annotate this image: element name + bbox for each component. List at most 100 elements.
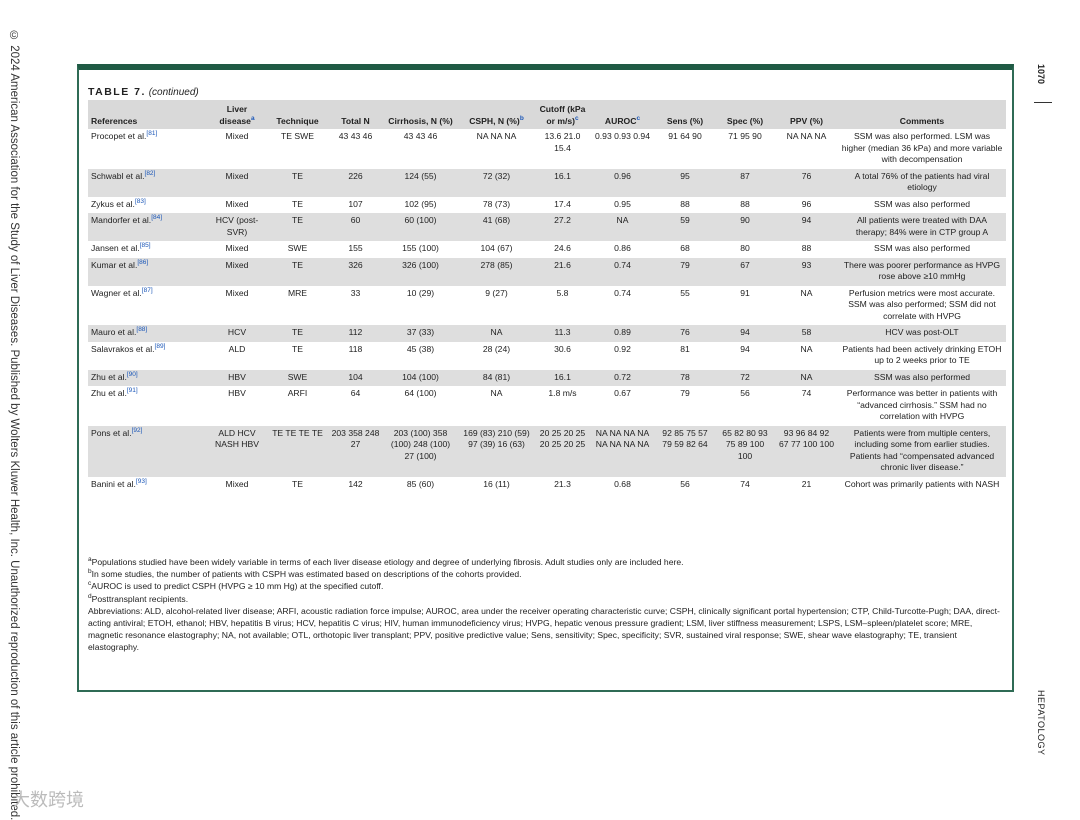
table-cell: TE xyxy=(267,325,328,342)
footnote-mark: b xyxy=(519,114,524,122)
citation: [91] xyxy=(126,387,138,395)
reference-name: Jansen et al. xyxy=(91,243,140,253)
footnote: dPosttransplant recipients. xyxy=(88,593,1006,605)
table-cell: ALD xyxy=(207,342,267,370)
cell-text: 104 (67) xyxy=(480,243,513,253)
column-header: Cirrhosis, N (%) xyxy=(383,100,458,129)
table-cell: 21.3 xyxy=(535,477,590,494)
table-row: Zykus et al.[83] Mixed TE 107 102 (95) 78 (73… xyxy=(88,197,1006,214)
cell-text: 13.6 21.0 15.4 xyxy=(544,131,581,153)
table-cell: 78 (73) xyxy=(458,197,535,214)
table-cell: 112 xyxy=(328,325,383,342)
table-cell: 88 xyxy=(715,197,775,214)
table-cell: 5.8 xyxy=(535,286,590,326)
cell-text: HCV (post-SVR) xyxy=(215,215,259,237)
cell-text: 0.96 xyxy=(614,170,631,181)
cell-text: 21 xyxy=(801,478,812,489)
cell-text: Performance was better in patients with … xyxy=(846,388,998,421)
table-cell: NA NA NA NA NA NA NA NA xyxy=(590,425,655,477)
table-cell: 9 (27) xyxy=(458,286,535,326)
table-cell: NA xyxy=(458,325,535,342)
table-cell: Perfusion metrics were most accurate. SS… xyxy=(838,286,1006,326)
cell-text: 55 xyxy=(680,287,690,298)
footnotes: aPopulations studied have been widely va… xyxy=(88,556,1006,654)
reference-name: Zykus et al. xyxy=(91,198,135,209)
table-cell: 94 xyxy=(715,325,775,342)
table-cell: TE xyxy=(267,257,328,286)
table-cell: 0.74 xyxy=(590,257,655,286)
cell-text: 118 xyxy=(348,343,363,354)
cell-text: Mixed xyxy=(225,170,249,181)
cell-text: Cohort was primarily patients with NASH xyxy=(844,478,1000,489)
column-header: Sens (%) xyxy=(655,100,715,129)
reference-name: Procopet et al. xyxy=(91,131,147,141)
cell-text: NA NA NA xyxy=(476,131,517,141)
header-text: CSPH, N (%) xyxy=(469,115,520,126)
header-text: Sens (%) xyxy=(666,115,704,126)
table-cell: 107 xyxy=(328,197,383,214)
footnote-mark: b xyxy=(88,568,92,576)
table-cell: 93 96 84 92 67 77 100 100 xyxy=(775,425,838,477)
cell-text: NA xyxy=(490,327,503,337)
table-cell: Zhu et al.[91] xyxy=(88,386,207,426)
table-cell: SSM was also performed xyxy=(838,241,1006,258)
table-cell: 64 (100) xyxy=(383,386,458,426)
table-cell: Salavrakos et al.[89] xyxy=(88,342,207,370)
cell-text: 102 (95) xyxy=(404,198,437,209)
cell-text: 56 xyxy=(740,388,750,398)
table-row: Zhu et al.[91] HBV ARFI 64 64 (100) NA 1.8 m/s… xyxy=(88,386,1006,426)
cell-text: 24.6 xyxy=(554,243,571,253)
table-cell: 67 xyxy=(715,257,775,286)
header-text: Cirrhosis, N (%) xyxy=(388,115,453,126)
column-header: Liver diseasea xyxy=(207,100,267,129)
cell-text: HCV xyxy=(227,327,247,337)
header-text: References xyxy=(91,115,138,126)
table-cell: 43 43 46 xyxy=(383,129,458,169)
cell-text: NA xyxy=(800,343,813,354)
table-cell: NA xyxy=(775,369,838,386)
table-cell: TE TE TE TE xyxy=(267,425,328,477)
table-cell: 37 (33) xyxy=(383,325,458,342)
cell-text: 90 xyxy=(740,215,750,225)
column-header: Total N xyxy=(328,100,383,129)
table-cell: 84 (81) xyxy=(458,369,535,386)
table-cell: 76 xyxy=(655,325,715,342)
cell-text: 80 xyxy=(740,243,750,253)
header-text: Cutoff (kPa or m/s) xyxy=(539,104,586,126)
cell-text: 76 xyxy=(801,170,812,181)
table-row: Procopet et al.[81] Mixed TE SWE 43 43 46 43… xyxy=(88,129,1006,169)
header-text: Technique xyxy=(276,115,319,126)
table-label: TABLE 7. xyxy=(88,86,146,98)
table-cell: 118 xyxy=(328,342,383,370)
cell-text: SWE xyxy=(287,243,308,253)
cell-text: 326 (100) xyxy=(402,259,439,270)
cell-text: There was poorer performance as HVPG ros… xyxy=(843,259,1001,282)
table-cell: Pons et al.[92] xyxy=(88,425,207,477)
cell-text: SWE xyxy=(287,371,308,382)
cell-text: 88 xyxy=(801,243,812,253)
column-header: Comments xyxy=(838,100,1006,129)
table-cell: All patients were treated with DAA thera… xyxy=(838,213,1006,241)
cell-text: 78 (73) xyxy=(482,198,511,209)
cell-text: SSM was also performed xyxy=(874,243,970,253)
citation: [81] xyxy=(146,130,158,138)
cell-text: 60 xyxy=(350,215,361,225)
footnote: bIn some studies, the number of patients… xyxy=(88,568,1006,580)
column-header: CSPH, N (%)b xyxy=(458,100,535,129)
footnote: aPopulations studied have been widely va… xyxy=(88,556,1006,568)
table-cell: 79 xyxy=(655,386,715,426)
cell-text: 91 xyxy=(740,287,750,298)
table-cell: Jansen et al.[85] xyxy=(88,241,207,258)
table-cell: 16.1 xyxy=(535,168,590,197)
table-cell: Kumar et al.[86] xyxy=(88,257,207,286)
column-header: Spec (%) xyxy=(715,100,775,129)
table-cell: Procopet et al.[81] xyxy=(88,129,207,169)
table-cell: TE xyxy=(267,213,328,241)
reference-name: Mandorfer et al. xyxy=(91,215,152,225)
reference-name: Mauro et al. xyxy=(91,327,137,337)
column-header: Cutoff (kPa or m/s)c xyxy=(535,100,590,129)
watermark: 大数跨境 xyxy=(12,790,84,811)
table-cell: 81 xyxy=(655,342,715,370)
table-cell: Wagner et al.[87] xyxy=(88,286,207,326)
